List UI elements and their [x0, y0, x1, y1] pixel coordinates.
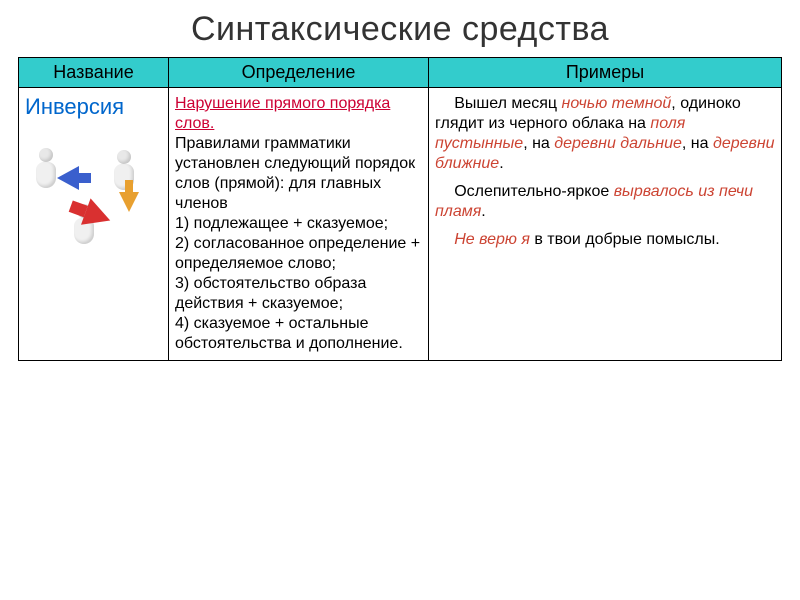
- people-arrows-figure: [25, 148, 155, 258]
- table-header-row: Название Определение Примеры: [19, 58, 782, 88]
- col-ex: Примеры: [429, 58, 782, 88]
- slide-title: Синтаксические средства: [18, 10, 782, 49]
- definition-cell: Нарушение прямого порядка слов. Правилам…: [169, 88, 429, 361]
- definition-item-2: 2) согласованное определение + определяе…: [175, 235, 420, 272]
- col-name: Название: [19, 58, 169, 88]
- definition-lead: Нарушение прямого порядка слов.: [175, 95, 390, 132]
- definition-item-4: 4) сказуемое + остальные обстоятельства …: [175, 315, 403, 352]
- example-1: Вышел месяц ночью темной, одиноко глядит…: [435, 94, 775, 174]
- example-3: Не верю я в твои добрые помыслы.: [435, 230, 775, 250]
- arrow-blue-icon: [57, 166, 79, 190]
- name-cell: Инверсия: [19, 88, 169, 361]
- example-2: Ослепительно-яркое вырвалось из печи пла…: [435, 182, 775, 222]
- col-def: Определение: [169, 58, 429, 88]
- definition-item-1: 1) подлежащее + сказуемое;: [175, 215, 388, 232]
- slide: Синтаксические средства Название Определ…: [0, 0, 800, 600]
- arrow-orange-icon: [119, 192, 139, 212]
- definition-item-3: 3) обстоятельство образа действия + сказ…: [175, 275, 366, 312]
- syntax-table: Название Определение Примеры Инверсия: [18, 57, 782, 361]
- table-row: Инверсия: [19, 88, 782, 361]
- definition-intro: Правилами грамматики установлен следующи…: [175, 135, 415, 212]
- examples-cell: Вышел месяц ночью темной, одиноко глядит…: [429, 88, 782, 361]
- term-inversion: Инверсия: [25, 94, 162, 120]
